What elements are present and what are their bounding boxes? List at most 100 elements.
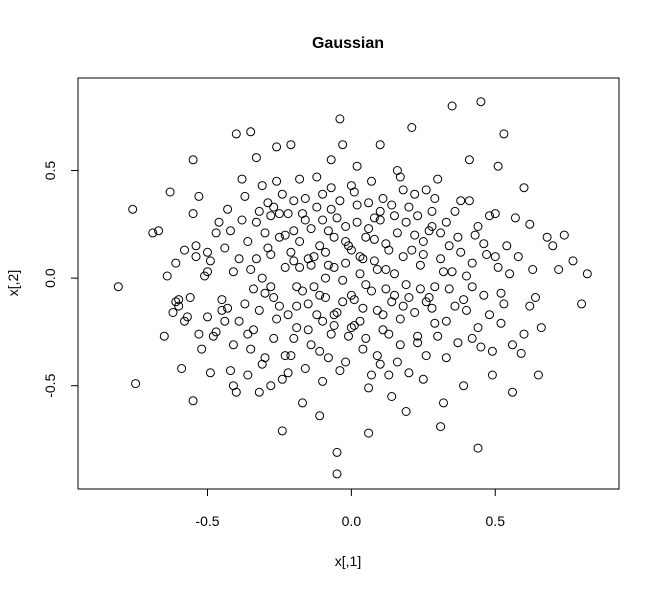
data-point [467,282,477,292]
data-point [329,321,339,330]
data-point [332,308,342,317]
data-point [228,340,238,350]
data-point [251,254,261,264]
data-point [462,305,471,315]
data-point [274,232,284,242]
data-point [513,252,523,262]
data-point [277,374,287,384]
data-point [413,338,423,348]
data-point [300,215,310,225]
data-point [433,174,443,184]
data-point [404,293,414,302]
data-point [303,299,313,309]
data-point [444,241,454,251]
data-point [246,127,256,137]
data-point [447,101,457,111]
data-point [300,194,310,203]
data-point [441,316,451,326]
data-point [392,166,402,175]
data-point [487,370,497,380]
data-point [289,196,299,206]
data-point [148,228,158,238]
data-point [318,189,328,199]
data-point [226,226,235,236]
data-point [430,194,440,203]
data-point [223,303,233,313]
data-point [421,351,431,361]
data-point [404,202,414,212]
data-point [473,323,483,333]
data-point [309,282,319,292]
data-point [280,262,290,272]
data-point [318,215,328,225]
data-point [387,392,397,401]
data-point [266,282,276,292]
data-point [464,196,474,206]
data-point [410,308,420,317]
data-point [533,370,543,380]
data-point [381,284,391,294]
data-point [185,293,195,302]
data-point [456,247,466,257]
data-point [476,342,486,352]
data-point [326,329,336,339]
data-point [536,323,546,333]
data-point [332,213,342,223]
data-point [493,161,503,171]
data-point [269,333,279,343]
data-point [315,346,325,356]
data-point [358,254,368,264]
data-point [378,310,388,320]
data-point [332,447,342,457]
data-point [525,301,535,311]
data-point [436,422,446,432]
data-point [430,318,440,328]
data-point [510,213,520,223]
data-point [421,297,431,307]
data-point [577,299,587,309]
data-point [177,364,187,373]
data-point [260,228,270,238]
data-point [436,228,446,238]
data-point [464,155,474,165]
data-point [165,187,175,197]
data-point [427,206,437,216]
data-point [410,189,420,199]
data-point [240,299,250,309]
data-point [159,331,169,341]
data-point [292,282,302,292]
data-point [372,305,382,315]
data-point [272,142,282,152]
data-point [364,198,374,208]
data-point [364,224,374,234]
data-point [341,357,351,367]
data-point [421,185,431,195]
y-tick-label: 0.5 [42,161,58,181]
data-point [188,155,198,165]
data-point [214,217,224,227]
data-point [346,323,356,333]
data-point [254,387,264,397]
data-point [418,237,428,246]
data-point [274,209,284,219]
data-point [263,243,273,253]
x-tick-label: 0.0 [342,513,362,529]
data-point [312,202,322,212]
data-point [321,247,330,257]
data-point [243,370,253,380]
data-point [332,469,342,479]
data-point [398,252,408,262]
data-point [519,329,529,339]
x-tick-label: 0.5 [486,513,506,529]
y-tick-label: 0.0 [42,268,58,288]
data-point [387,297,397,307]
data-point [418,374,428,384]
data-point [292,323,302,333]
data-point [249,284,258,294]
data-point [306,260,316,270]
data-point [197,344,207,354]
data-point [329,262,339,272]
data-point [349,187,359,197]
data-point [303,325,313,335]
data-point [283,209,293,219]
